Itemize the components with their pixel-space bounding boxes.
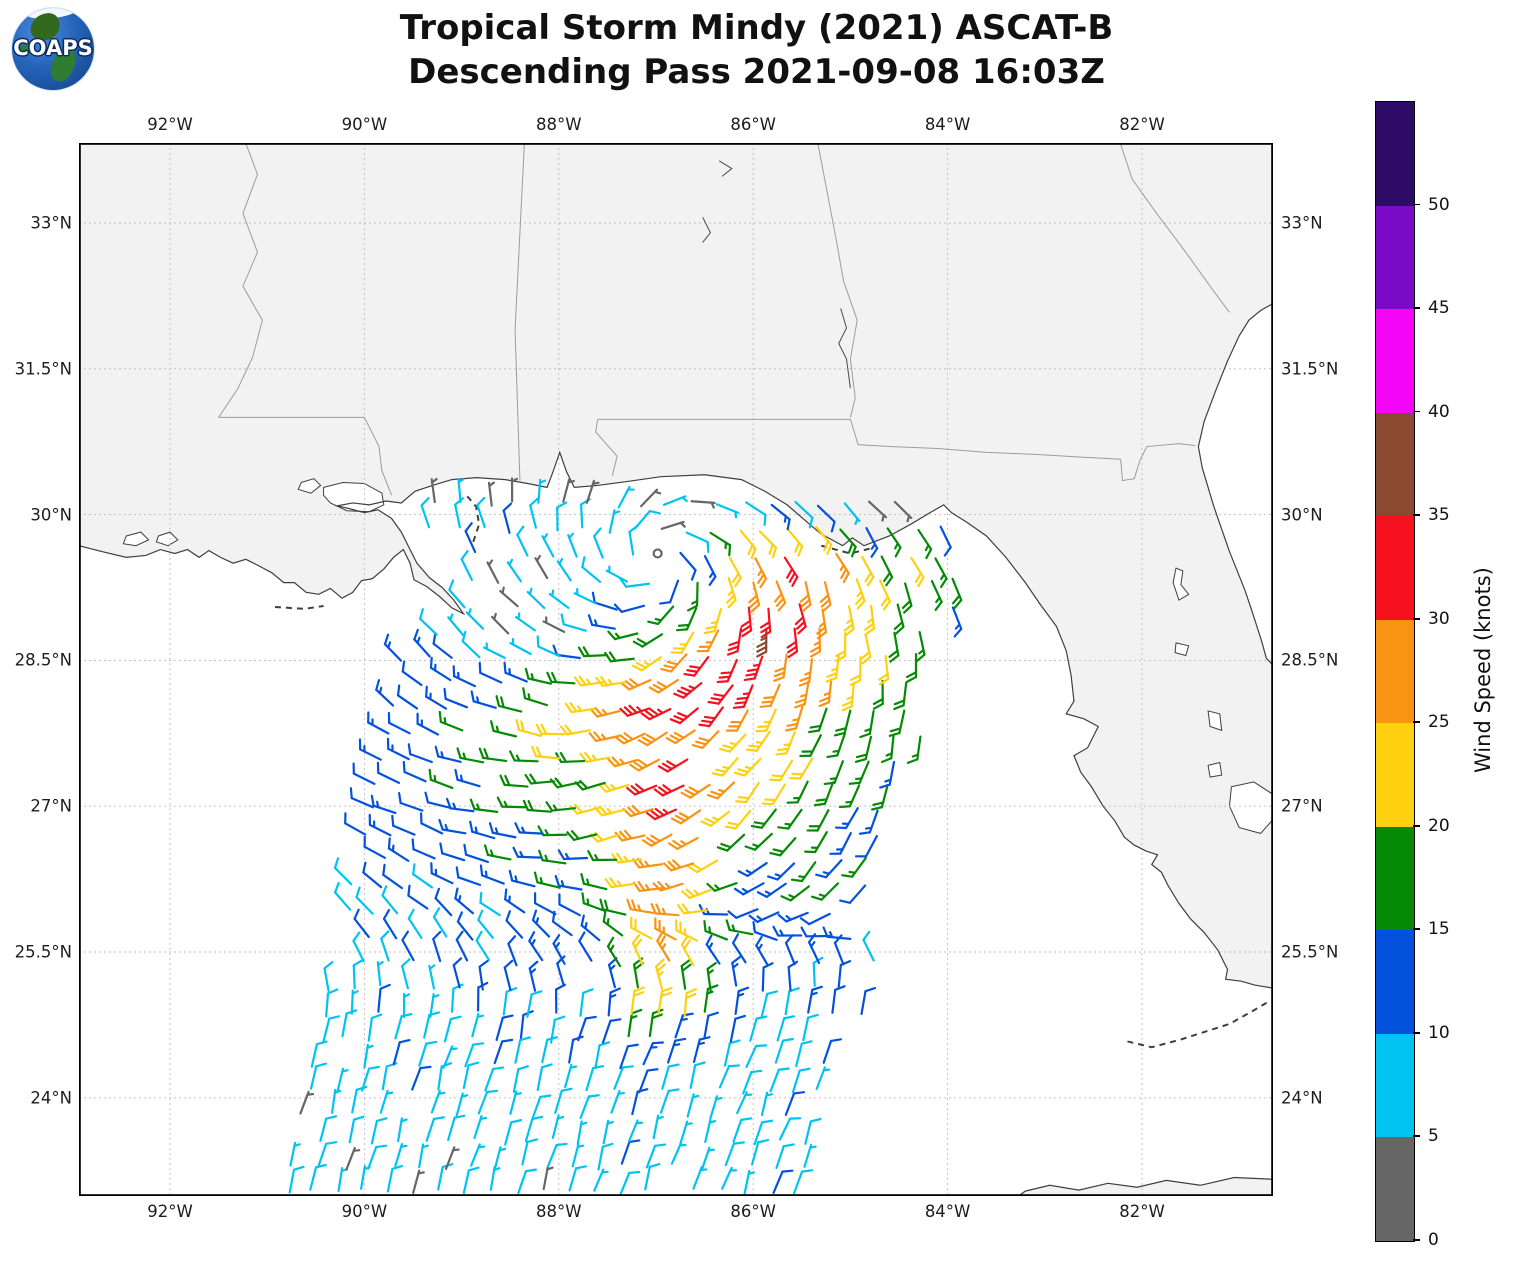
logo-text: COAPS [13,36,93,60]
colorbar-tick [1413,514,1420,516]
lat-tick-label-left: 30°N [30,505,72,525]
lon-tick-label-top: 86°W [730,115,776,134]
coaps-logo: COAPS [12,8,94,90]
lat-tick-label-right: 24°N [1281,1088,1323,1108]
colorbar-tick-label: 25 [1428,712,1450,733]
lat-tick-label-left: 28.5°N [14,650,72,670]
lon-tick-label-bottom: 92°W [147,1202,193,1221]
colorbar-tick [1413,617,1420,620]
lat-tick-label-left: 27°N [30,796,72,816]
lon-tick-label-top: 92°W [147,115,193,134]
colorbar-tick-label: 10 [1428,1022,1450,1043]
colorbar-tick [1413,307,1420,309]
colorbar-tick [1413,410,1420,413]
lon-tick-label-bottom: 86°W [730,1202,776,1221]
colorbar-tick [1413,824,1420,827]
lat-tick-label-right: 30°N [1281,505,1323,525]
lon-tick-label-top: 82°W [1119,115,1165,134]
colorbar-segment [1376,516,1414,620]
lat-tick-label-right: 27°N [1281,796,1323,816]
lat-tick-label-right: 25.5°N [1281,942,1339,962]
lon-tick-label-top: 90°W [341,115,388,134]
lon-tick-label-top: 88°W [536,115,582,134]
colorbar-tick [1413,721,1420,724]
lon-tick-label-bottom: 88°W [536,1202,582,1221]
lon-tick-label-bottom: 84°W [924,1202,971,1221]
lat-tick-label-left: 33°N [30,213,72,233]
colorbar-tick [1413,1031,1420,1034]
colorbar-axis-label: Wind Speed (knots) [1471,567,1495,773]
colorbar-segment [1376,723,1414,827]
lat-tick-label-right: 33°N [1281,213,1323,233]
colorbar-tick-label: 0 [1428,1230,1439,1250]
colorbar-segment [1376,930,1414,1034]
colorbar-tick-label: 5 [1428,1126,1439,1147]
colorbar-tick-label: 50 [1428,194,1450,215]
figure-title-line2: Descending Pass 2021-09-08 16:03Z [408,52,1105,92]
colorbar-tick-label: 20 [1428,815,1450,836]
colorbar-tick [1413,928,1420,931]
colorbar-tick-label: 15 [1428,919,1450,940]
colorbar-segment [1376,102,1414,206]
colorbar-segment [1376,826,1414,931]
lat-tick-label-right: 31.5°N [1281,359,1339,379]
lon-tick-label-top: 84°W [924,115,971,134]
lon-tick-label-bottom: 82°W [1119,1202,1165,1221]
lon-tick-label-bottom: 90°W [341,1202,388,1221]
lat-tick-label-left: 31.5°N [14,359,72,379]
wind-barb-map-canvas [79,143,1273,1196]
colorbar-tick [1413,1135,1420,1138]
colorbar-segment [1376,309,1414,413]
lat-tick-label-left: 25.5°N [14,942,72,962]
figure-title-line1: Tropical Storm Mindy (2021) ASCAT-B [399,8,1114,48]
colorbar-tick-label: 45 [1428,298,1450,319]
lat-tick-label-left: 24°N [30,1088,72,1108]
colorbar-segment [1376,1033,1414,1138]
colorbar-segment [1376,1137,1414,1242]
colorbar-tick-label: 40 [1428,401,1450,422]
colorbar-segment [1376,412,1414,517]
colorbar-tick-label: 30 [1428,608,1450,629]
colorbar-tick [1413,1239,1420,1241]
colorbar-tick-label: 35 [1428,505,1450,526]
colorbar-segment [1376,205,1414,310]
lat-tick-label-right: 28.5°N [1281,650,1339,670]
colorbar-segment [1376,619,1414,724]
colorbar-tick [1413,203,1420,206]
wind-speed-colorbar [1375,101,1415,1242]
